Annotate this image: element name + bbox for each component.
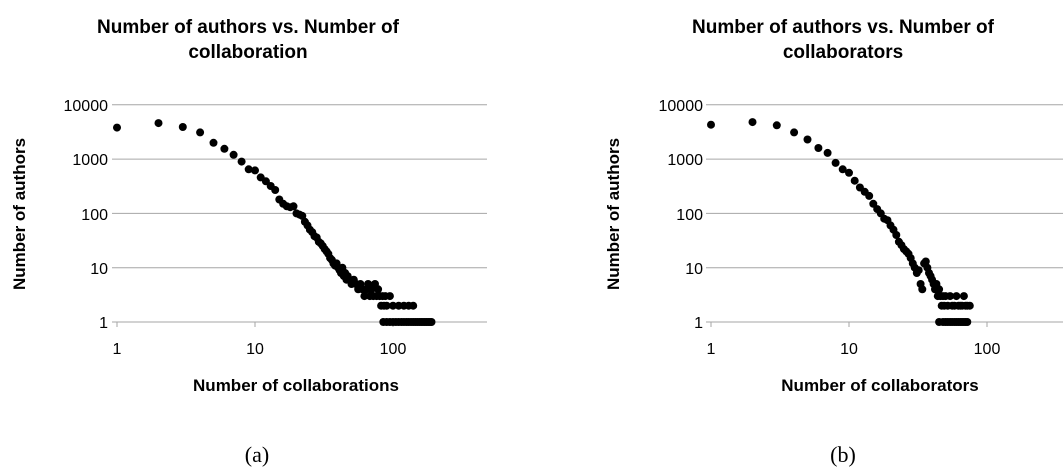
chart-b-data-point [965,301,974,310]
chart-b-y-tick-label: 1000 [667,152,703,169]
chart-b-data-point [935,285,944,294]
chart-a-title-line-2: collaboration [188,42,307,63]
chart-b-data-point [963,318,972,326]
chart-a: Number of authors vs. Number of collabor… [10,17,487,467]
chart-a-data-point [237,157,246,166]
chart-a-data-point [389,301,397,310]
chart-a-data-point [385,292,394,301]
chart-a-data-point [154,119,163,128]
chart-b-data-point [959,292,968,301]
chart-b-y-axis-title: Number of authors [604,138,623,290]
chart-a-caption: (a) [245,442,269,467]
chart-b-title-line-2: collaborators [783,42,903,63]
chart-b-plot-area [706,104,1063,327]
chart-b-x-tick-label: 1 [707,341,716,358]
chart-b-data-point [946,292,955,301]
chart-a-x-axis-title: Number of collaborations [193,376,399,395]
chart-a-data-point [427,318,436,326]
chart-b-data-point [790,128,799,137]
chart-a-data-point [196,128,205,137]
chart-b-y-tick-label: 100 [676,207,703,224]
chart-a-data-point [289,202,298,211]
chart-b-data-point [772,121,781,130]
chart-a-data-point [113,123,121,132]
chart-b-data-point [892,231,901,239]
chart-a-data-point [209,138,218,147]
chart-a-plot-area [112,104,487,327]
chart-a-x-tick-label: 1 [113,341,122,358]
chart-a-data-point [374,285,383,294]
chart-b-data-point [952,292,961,301]
chart-b-data-point [918,285,927,294]
chart-a-data-point [229,150,238,159]
chart-a-y-tick-label: 10 [90,261,108,278]
chart-a-data-point [409,301,418,310]
chart-b-data-point [814,144,823,152]
chart-b-x-tick-label: 10 [840,341,858,358]
chart-a-y-tick-label: 100 [81,207,108,224]
chart-b-data-point [921,257,930,266]
chart-b-data-point [831,158,840,167]
chart-a-data-point [251,166,259,175]
chart-b-y-tick-label: 1 [694,315,703,332]
chart-b-data-point [838,165,847,174]
chart-b-data-point [914,266,923,275]
chart-a-x-tick-label: 100 [380,341,407,358]
chart-a-y-tick-label: 10000 [64,98,109,115]
chart-a-data-point [271,186,280,194]
chart-b-title-line-1: Number of authors vs. Number of [692,17,995,38]
chart-a-y-axis-title: Number of authors [10,138,29,290]
chart-b-data-point [748,118,757,127]
chart-a-data-point [220,144,229,153]
chart-b-data-point [803,135,812,144]
chart-a-data-point [244,165,253,174]
chart-a-data-point [178,123,187,131]
chart-a-title-line-1: Number of authors vs. Number of [97,17,400,38]
chart-a-y-tick-label: 1 [99,315,108,332]
chart-a-y-tick-label: 1000 [72,152,108,169]
chart-b-x-axis-title: Number of collaborators [781,376,978,395]
chart-a-x-tick-label: 10 [246,341,264,358]
chart-b-data-point [823,148,832,157]
chart-b-data-point [707,120,715,129]
chart-b-y-tick-label: 10 [685,261,703,278]
chart-b-x-tick-label: 100 [974,341,1001,358]
chart-a-data-point [382,301,391,310]
chart-b-data-point [865,191,874,200]
chart-a-data-point [360,292,369,301]
chart-b-data-point [850,176,859,185]
chart-b-data-point [845,168,853,177]
chart-b: Number of authors vs. Number of collabor… [604,17,1063,467]
chart-b-y-tick-label: 10000 [659,98,704,115]
chart-b-caption: (b) [830,442,856,467]
